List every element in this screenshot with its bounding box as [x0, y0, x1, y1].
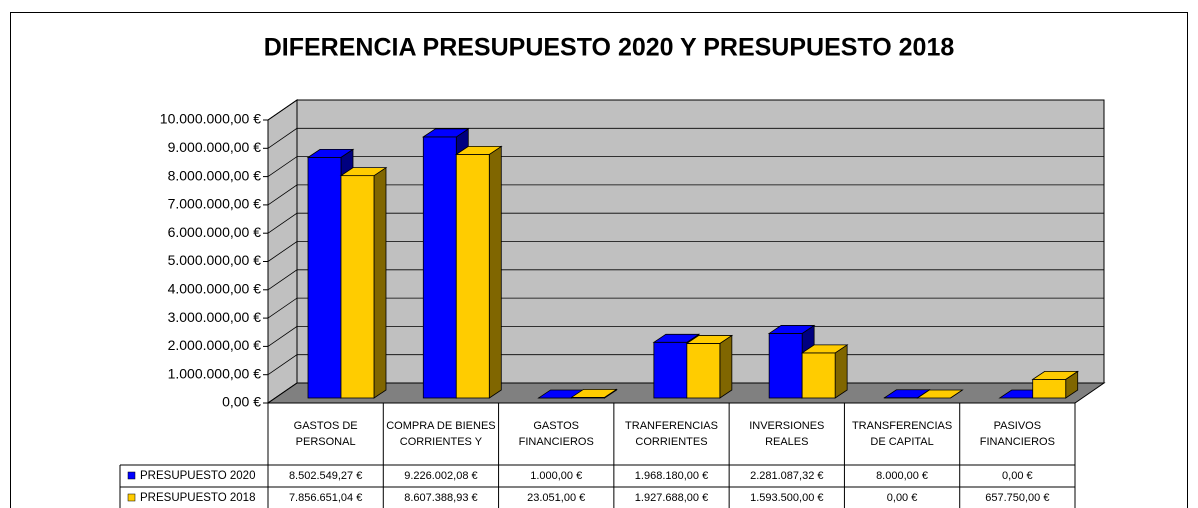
bar-side	[488, 145, 502, 399]
x-tick-cell: GASTOS DE PERSONAL	[293, 420, 358, 448]
value-label: 2.281.087,32 €	[750, 470, 823, 482]
x-tick-label: GASTOS FINANCIEROS	[518, 420, 594, 448]
x-tick-cell: COMPRA DE BIENES CORRIENTES Y	[386, 420, 496, 448]
bar-front	[455, 154, 490, 399]
x-tick-cell: GASTOS FINANCIEROS	[518, 420, 594, 448]
bar-top	[800, 344, 849, 354]
legend-label: PRESUPUESTO 2020	[140, 470, 255, 482]
value-label: 657.750,00 €	[985, 492, 1049, 504]
bar-side	[834, 344, 848, 399]
value-label: 8.502.549,27 €	[289, 470, 362, 482]
x-tick-cell: INVERSIONES REALES	[749, 420, 825, 448]
value-label: 1.927.688,00 €	[635, 492, 708, 504]
y-tick-label: 9.000.000,00 €	[168, 139, 262, 155]
bar-top	[767, 325, 816, 334]
bar	[1031, 370, 1080, 399]
bar-side	[373, 166, 387, 399]
value-label: 23.051,00 €	[527, 492, 585, 504]
x-tick-cell: PASIVOS FINANCIEROS	[979, 420, 1055, 448]
value-label: 9.226.002,08 €	[404, 470, 477, 482]
legend-key	[127, 471, 136, 480]
bar	[570, 388, 618, 399]
y-tick-label: 4.000.000,00 €	[168, 281, 262, 297]
legend-label: PRESUPUESTO 2018	[140, 492, 255, 504]
bar-front	[1032, 378, 1067, 399]
bar	[916, 389, 964, 399]
bar-front	[801, 352, 836, 399]
value-label: 1.593.500,00 €	[750, 492, 823, 504]
x-tick-cell: TRANSFERENCIAS DE CAPITAL	[851, 420, 953, 448]
value-label: 0,00 €	[1002, 470, 1033, 482]
bar-front	[653, 341, 688, 399]
y-tick-label: 8.000.000,00 €	[168, 167, 262, 183]
grid-line	[267, 212, 1104, 234]
x-tick-label: GASTOS DE PERSONAL	[293, 420, 358, 448]
chart-title: DIFERENCIA PRESUPUESTO 2020 Y PRESUPUEST…	[264, 34, 955, 62]
bar-top	[454, 146, 503, 155]
value-label: 8.607.388,93 €	[404, 492, 477, 504]
y-tick-label: 7.000.000,00 €	[168, 196, 262, 212]
bar-top	[916, 389, 964, 399]
y-tick-label: 2.000.000,00 €	[168, 337, 262, 353]
x-tick-label: TRANSFERENCIAS DE CAPITAL	[851, 420, 953, 448]
bar-top	[685, 335, 734, 344]
bar-side	[719, 334, 733, 399]
bar-front	[768, 333, 803, 399]
value-label: 0,00 €	[887, 492, 918, 504]
x-tick-label: COMPRA DE BIENES CORRIENTES Y	[386, 420, 496, 448]
bar	[339, 166, 388, 399]
bar	[454, 145, 503, 399]
x-tick-cell: TRANFERENCIAS CORRIENTES	[625, 420, 718, 448]
bar-top	[570, 388, 618, 398]
y-tick-label: 1.000.000,00 €	[168, 365, 262, 381]
legend-key	[127, 493, 136, 502]
grid-line	[267, 127, 1104, 149]
bar-front	[340, 175, 375, 399]
y-tick-label: 5.000.000,00 €	[168, 252, 262, 268]
value-label: 8.000,00 €	[876, 470, 928, 482]
grid-line	[267, 269, 1104, 291]
y-tick-label: 6.000.000,00 €	[168, 224, 262, 240]
x-tick-label: TRANFERENCIAS CORRIENTES	[625, 420, 718, 448]
x-tick-label: INVERSIONES REALES	[749, 420, 825, 448]
grid-line	[267, 184, 1104, 206]
bar-top	[652, 333, 701, 343]
bar	[685, 334, 734, 399]
grid-line	[267, 99, 1104, 121]
value-label: 1.000,00 €	[530, 470, 582, 482]
bar-top	[1031, 370, 1080, 380]
bar-top	[339, 167, 388, 177]
grid-line	[267, 325, 1104, 347]
x-tick-label: PASIVOS FINANCIEROS	[979, 420, 1055, 448]
y-tick-label: 3.000.000,00 €	[168, 309, 262, 325]
y-tick-label: 10.000.000,00 €	[160, 111, 261, 127]
bar-top	[306, 148, 355, 158]
value-label: 7.856.651,04 €	[289, 492, 362, 504]
grid-line	[267, 241, 1104, 262]
grid-line	[267, 156, 1104, 177]
bar-top	[421, 128, 470, 138]
bar-front	[307, 156, 342, 399]
bar-front	[422, 136, 457, 399]
grid-line	[267, 297, 1104, 319]
bar	[800, 344, 849, 399]
bar-front	[686, 343, 721, 399]
value-label: 1.968.180,00 €	[635, 470, 708, 482]
y-tick-label: 0,00 €	[222, 394, 261, 410]
